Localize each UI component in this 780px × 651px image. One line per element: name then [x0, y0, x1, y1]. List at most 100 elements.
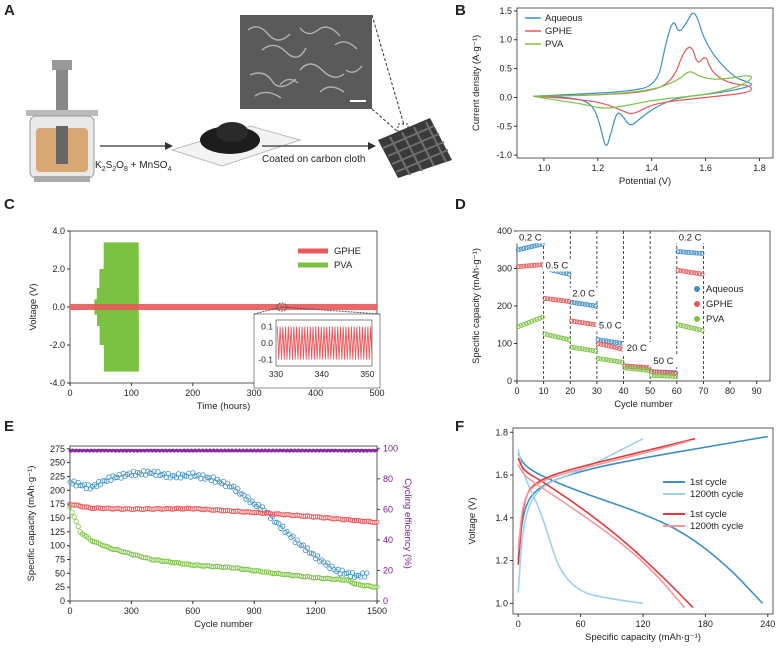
panel-label-c: C [4, 196, 15, 213]
point-pva [69, 509, 75, 515]
point-pva [678, 322, 684, 328]
x-tick-label: 1500 [367, 606, 387, 616]
y2-tick-label: 80 [383, 474, 393, 484]
x-axis-label: Cycle number [194, 619, 253, 630]
gphe-trace [70, 303, 377, 311]
point-aqueous [108, 477, 114, 483]
y-tick-label: 0.0 [52, 302, 65, 312]
point-aqueous [200, 472, 206, 478]
point-gphe [372, 519, 378, 525]
panel-label-f: F [455, 418, 465, 435]
point-pva [683, 324, 689, 330]
x-tick-label: 1.0 [538, 163, 551, 173]
point-aqueous [680, 249, 686, 255]
point-gphe [657, 369, 662, 375]
x-tick-label: 500 [369, 388, 384, 398]
point-aqueous [686, 250, 692, 255]
point-pva [587, 347, 593, 353]
y-tick-label: 100 [497, 339, 512, 349]
x-tick-label: 200 [185, 388, 200, 398]
point-pva [651, 373, 657, 378]
y-axis-label: Specific capacity (mAh·g⁻¹) [471, 248, 482, 364]
x-tick-label: 0 [67, 606, 72, 616]
rate-label-bg [622, 342, 651, 354]
point-aqueous [255, 501, 261, 507]
point-pva [641, 367, 646, 373]
point-gphe [595, 341, 601, 346]
point-gphe [609, 344, 614, 350]
point-gphe [603, 342, 609, 348]
cv-curve-pva [533, 71, 753, 109]
panel-label-e: E [4, 418, 15, 435]
point-aqueous [521, 246, 527, 251]
point-gphe [611, 344, 617, 350]
point-aqueous [94, 483, 100, 490]
point-aqueous [523, 245, 529, 251]
point-pva [518, 323, 524, 329]
point-pva [585, 347, 591, 353]
point-gphe [617, 346, 622, 351]
point-pva [542, 331, 548, 337]
point-gphe [696, 271, 702, 277]
chart-b: 1.0 1.2 1.4 1.6 1.8 -1.0 -0.5 0.0 0.5 1.0 1.5 Poten… [471, 6, 774, 187]
point-gphe [606, 343, 612, 349]
point-aqueous [96, 478, 102, 485]
point-gphe [601, 342, 607, 348]
point-pva [550, 333, 556, 339]
point-gphe [659, 370, 665, 375]
point-aqueous [325, 560, 331, 566]
x-tick-label: 300 [247, 388, 262, 398]
point-gphe [579, 320, 585, 326]
x-tick-label: 90 [752, 386, 762, 396]
rate-label: 0.2 C [519, 232, 542, 243]
point-pva [609, 358, 614, 364]
point-pva [654, 373, 660, 379]
point-aqueous [582, 301, 588, 307]
point-gphe [574, 319, 580, 325]
gcd-curve [517, 453, 764, 604]
y-tick-label: 100 [50, 541, 65, 551]
point-pva [657, 373, 662, 379]
x-tick-label: 0 [67, 388, 72, 398]
x-tick-label: 20 [565, 386, 575, 396]
point-pva [545, 332, 551, 338]
x-tick-label: 80 [725, 386, 735, 396]
reactor-illustration [26, 60, 98, 182]
x-axis-label: Cycle number [614, 399, 673, 410]
gcd-curve [517, 463, 686, 609]
legend-label-pva: PVA [706, 314, 725, 325]
legend-marker-aqueous [694, 286, 700, 292]
gcd-curve [517, 457, 694, 609]
point-gphe [683, 269, 689, 275]
gcd-curve [517, 437, 696, 565]
point-pva [374, 584, 380, 590]
point-aqueous [280, 523, 286, 529]
point-gphe [585, 321, 591, 326]
point-aqueous [300, 542, 306, 548]
point-pva [643, 367, 649, 373]
legend-label-gphe: GPHE [706, 299, 733, 310]
point-aqueous [694, 250, 700, 256]
chart-c: 0 100 200 300 400 500 -4.0 -2.0 0.0 2.0 4.0 Time (h… [28, 226, 385, 412]
x-tick-label: 900 [247, 606, 262, 616]
rate-label-bg [516, 231, 545, 244]
point-aqueous [585, 302, 591, 308]
y-tick-label: 0.0 [499, 92, 512, 102]
point-gphe [558, 298, 564, 303]
rate-label-bg [649, 355, 678, 368]
y-tick-label: 2.0 [52, 264, 65, 274]
y-tick-label: 50 [55, 568, 65, 578]
point-gphe [563, 298, 569, 304]
x-tick-label: 240 [760, 619, 775, 629]
x-tick-label: 40 [619, 386, 629, 396]
point-gphe [598, 341, 604, 347]
zoom-line [281, 306, 381, 315]
x-axis-label: Specific capacity (mAh·g⁻¹) [585, 632, 701, 643]
point-gphe [667, 370, 673, 376]
gcd-curve [517, 440, 691, 550]
point-gphe [587, 321, 593, 327]
point-aqueous [531, 243, 537, 249]
rate-label-bg [596, 319, 625, 332]
legend-marker-pva [694, 316, 700, 322]
y-axis-label: Voltage (V) [28, 284, 39, 331]
